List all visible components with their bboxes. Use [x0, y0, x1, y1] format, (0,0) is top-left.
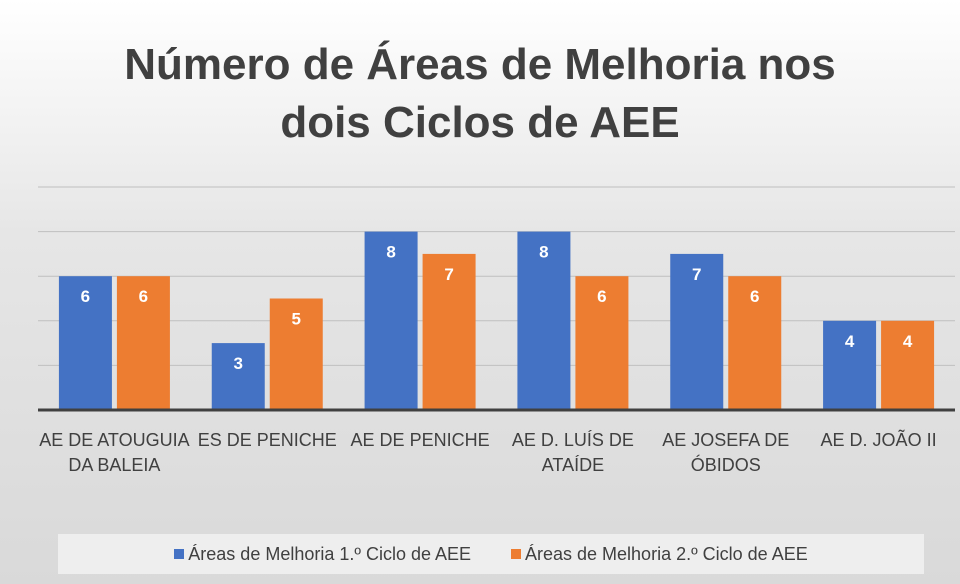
data-label: 4 [903, 332, 913, 351]
chart-title: Número de Áreas de Melhoria nos dois Cic… [124, 40, 836, 147]
bar [517, 231, 571, 410]
bar [670, 253, 724, 410]
data-label: 5 [292, 310, 301, 329]
data-label: 6 [139, 287, 148, 306]
data-label: 7 [444, 265, 453, 284]
bar [823, 320, 877, 410]
legend-item: Áreas de Melhoria 2.º Ciclo de AEE [511, 544, 808, 565]
x-tick-label: AE DE ATOUGUIA DA BALEIA [39, 430, 190, 475]
legend-label: Áreas de Melhoria 2.º Ciclo de AEE [525, 543, 808, 564]
data-label: 3 [234, 354, 243, 373]
bar [575, 276, 629, 410]
data-label: 6 [597, 287, 606, 306]
data-label: 8 [539, 243, 548, 262]
data-label: 6 [750, 287, 759, 306]
legend-swatch [511, 549, 521, 559]
bar [422, 253, 476, 410]
bar [728, 276, 782, 410]
data-label: 6 [81, 287, 90, 306]
legend-label: Áreas de Melhoria 1.º Ciclo de AEE [188, 543, 471, 564]
bar [269, 298, 323, 410]
legend-item: Áreas de Melhoria 1.º Ciclo de AEE [174, 544, 471, 565]
x-tick-label: AE D. LUÍS DE ATAÍDE [511, 430, 634, 475]
x-tick-label: AE JOSEFA DE ÓBIDOS [662, 430, 790, 475]
bar [58, 276, 112, 410]
bar [211, 343, 265, 410]
legend: Áreas de Melhoria 1.º Ciclo de AEE Áreas … [58, 534, 924, 574]
bar [116, 276, 170, 410]
bar [364, 231, 418, 410]
x-tick-label: ES DE PENICHE [197, 430, 337, 450]
x-tick-label: AE D. JOÃO II [820, 430, 937, 450]
data-label: 8 [386, 243, 395, 262]
x-tick-label: AE DE PENICHE [350, 430, 490, 450]
legend-swatch [174, 549, 185, 559]
data-label: 7 [692, 265, 701, 284]
data-label: 4 [845, 332, 855, 351]
bar [881, 320, 935, 410]
